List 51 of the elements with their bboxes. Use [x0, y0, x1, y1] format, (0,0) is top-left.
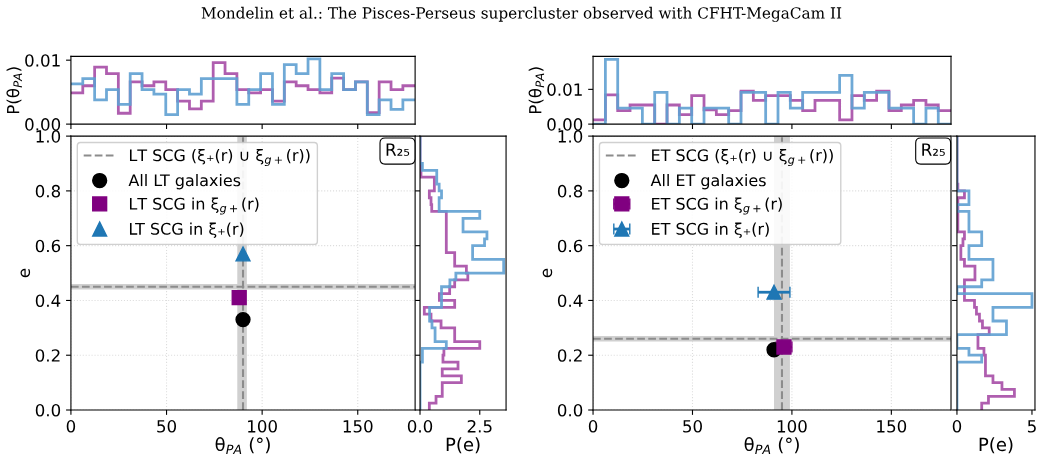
point	[766, 284, 782, 300]
legend-label: ET SCG in ξ$_{g+}$(r)	[652, 197, 782, 215]
legend-label: ET SCG (ξ₊(r) ∪ ξ$_{g+}$(r))	[652, 148, 833, 166]
x-axis-title: θ$_{PA}$ (°)	[744, 437, 799, 454]
y-tick-label: 0.8	[557, 184, 583, 198]
legend-label: LT SCG (ξ₊(r) ∪ ξ$_{g+}$(r))	[129, 148, 310, 166]
y-axis-title: P(θ$_{PA}$)	[6, 67, 22, 114]
x-tick-label: 2.5	[467, 420, 492, 433]
y-tick-label: 1.0	[558, 130, 583, 143]
annotation: R₂₅	[922, 143, 945, 156]
y-tick-label: 0.2	[557, 349, 582, 362]
x-tick-label: 150	[877, 420, 907, 433]
x-tick-label: 100	[248, 420, 277, 433]
point	[235, 246, 251, 262]
x-tick-label: 0	[952, 420, 962, 433]
x-tick-label: 150	[343, 420, 373, 433]
x-tick-label: 50	[157, 420, 177, 433]
x-axis-title: P(e)	[446, 437, 480, 454]
x-tick-label: 0	[66, 420, 76, 433]
y-tick-label: 0.0	[35, 403, 61, 417]
legend-label: All LT galaxies	[128, 173, 241, 190]
x-tick-label: 0.0	[407, 420, 433, 433]
y-tick-label: 0.00	[547, 118, 583, 131]
y-tick-label: 0.6	[557, 239, 583, 253]
x-tick-label: 50	[683, 420, 702, 433]
y-tick-label: 0.2	[35, 349, 60, 362]
y-tick-label: 0.0	[557, 403, 583, 417]
y-tick-label: 1.0	[36, 130, 61, 143]
point	[231, 290, 247, 306]
y-tick-label: 0.4	[557, 294, 583, 308]
y-axis-title: e	[542, 268, 553, 278]
x-tick-label: 100	[777, 420, 807, 433]
y-tick-label: 0.4	[35, 294, 61, 308]
y-axis-title: e	[20, 268, 31, 278]
legend-label: ET SCG in ξ₊(r)	[652, 222, 769, 238]
x-axis-title: θ$_{PA}$ (°)	[215, 437, 270, 454]
y-axis-title: P(θ$_{PA}$)	[528, 67, 545, 114]
legend-label: All ET galaxies	[650, 173, 766, 190]
text: Mondelin et al.: The Pisces-Perseus supercluster observed with CFHT-MegaCam II	[201, 6, 842, 22]
x-tick-label: 0	[588, 420, 598, 433]
annotation: R₂₅	[386, 143, 410, 156]
y-tick-label: 0.8	[35, 184, 61, 198]
legend-label: LT SCG in ξ₊(r)	[129, 222, 244, 238]
y-tick-label: 0.01	[547, 83, 582, 96]
point	[235, 311, 251, 328]
y-tick-label: 0.6	[35, 239, 61, 253]
y-tick-label: 0.00	[25, 118, 61, 131]
x-tick-label: 5	[1027, 420, 1036, 433]
x-axis-title: P(e)	[979, 437, 1013, 454]
y-tick-label: 0.01	[25, 54, 60, 67]
legend-label: LT SCG in ξ$_{g+}$(r)	[129, 197, 259, 215]
